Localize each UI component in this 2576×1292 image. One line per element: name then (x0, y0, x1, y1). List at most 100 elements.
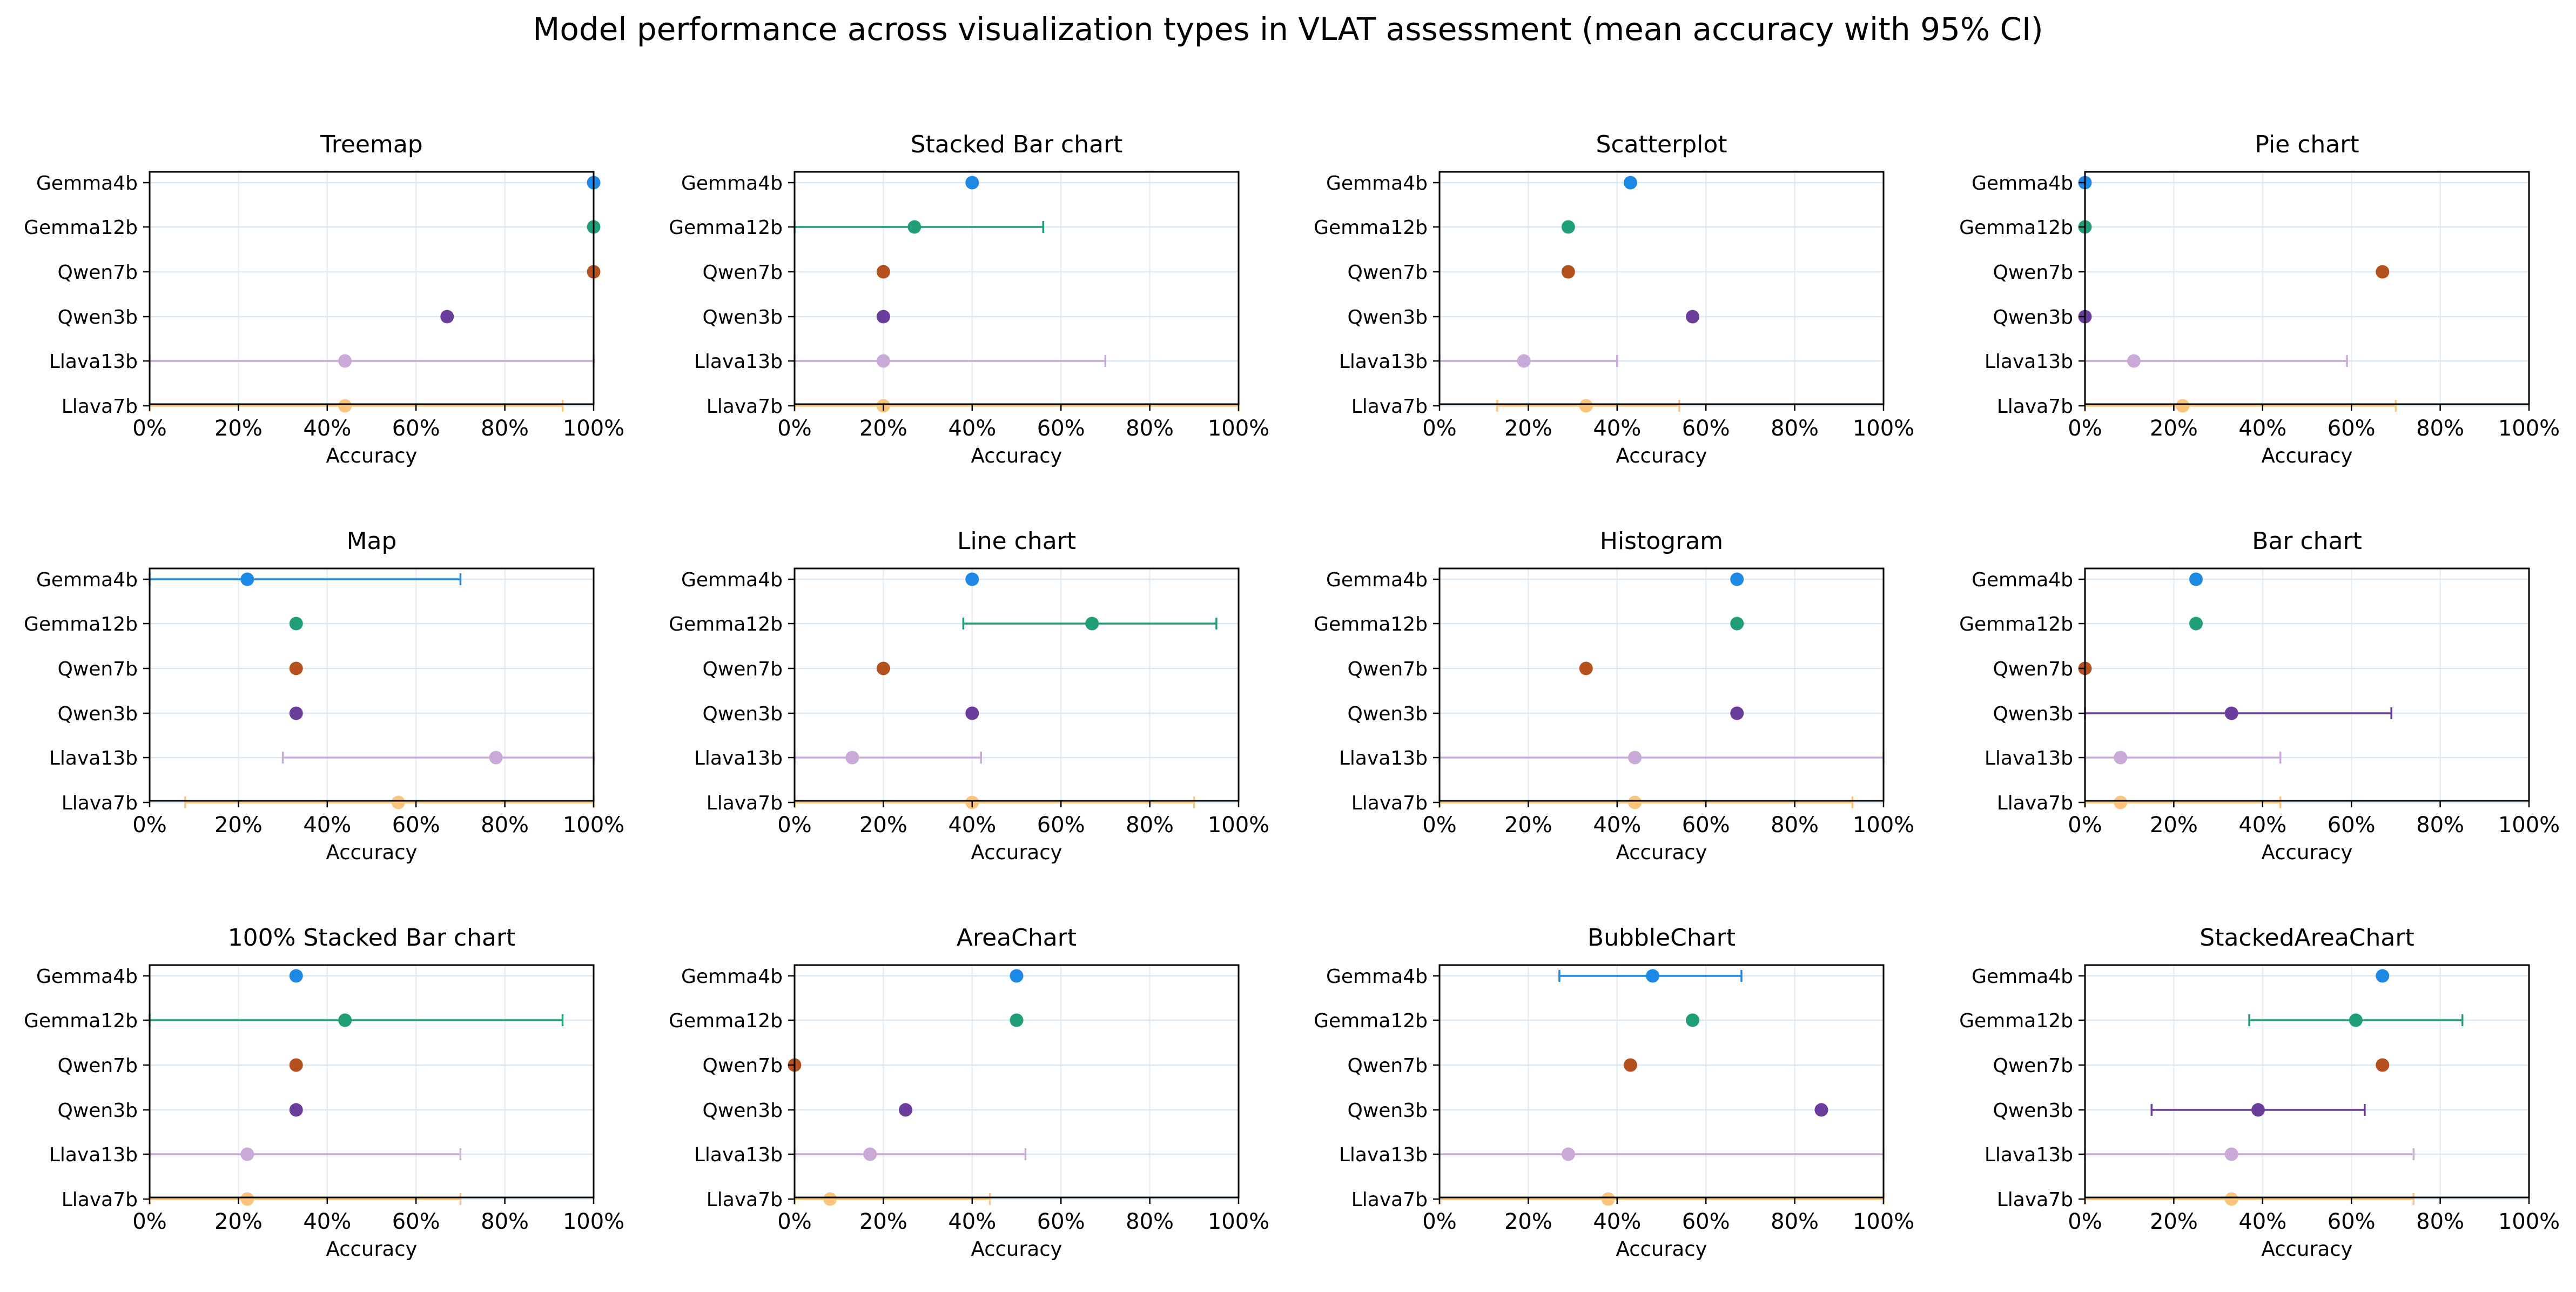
subplot-title: Stacked Bar chart (911, 131, 1123, 158)
x-tick-label: 100% (1853, 416, 1914, 441)
y-tick-label: Qwen3b (58, 306, 138, 329)
y-tick-label: Qwen7b (58, 1055, 138, 1077)
y-tick-label: Gemma12b (24, 217, 138, 239)
y-tick-label: Qwen3b (1993, 306, 2074, 329)
y-tick-label: Gemma12b (1314, 1010, 1428, 1032)
error-bar (149, 1193, 462, 1205)
error-bar (2084, 1148, 2415, 1160)
y-tick-label: Qwen7b (1348, 1055, 1428, 1077)
subplot-scatterplot: Scatterplot Gemma4b Gemma12b Qwen7b Qwen3b Ll… (1314, 131, 1914, 467)
data-point (2251, 1103, 2265, 1117)
data-point (240, 1147, 254, 1161)
axes-frame (149, 171, 595, 405)
y-tick-label: Gemma4b (681, 966, 783, 988)
x-axis-label: Accuracy (971, 444, 1062, 467)
x-tick-label: 80% (1771, 416, 1819, 441)
x-tick-label: 20% (2150, 1209, 2198, 1234)
data-point (391, 795, 405, 809)
y-tick-label: Gemma4b (681, 569, 783, 591)
x-tick-label: 20% (859, 1209, 907, 1234)
y-tick-label: Qwen3b (1348, 703, 1428, 725)
y-tick-label: Llava7b (62, 396, 138, 418)
data-point (289, 706, 303, 720)
x-tick-label: 60% (392, 813, 440, 838)
data-point (1010, 969, 1024, 983)
x-tick-label: 60% (1682, 416, 1730, 441)
data-point (1623, 176, 1637, 190)
data-point (965, 706, 979, 720)
data-point (1517, 354, 1531, 368)
y-tick-label: Qwen3b (703, 306, 783, 329)
y-tick-label: Gemma4b (36, 569, 138, 591)
x-tick-label: 100% (563, 1209, 624, 1234)
x-tick-label: 0% (1422, 1209, 1456, 1234)
x-tick-label: 60% (1037, 813, 1085, 838)
error-bar (2084, 400, 2397, 412)
x-tick-label: 20% (2150, 416, 2198, 441)
x-axis-label: Accuracy (326, 1237, 418, 1261)
y-tick-label: Qwen7b (703, 658, 783, 680)
error-bar (184, 796, 595, 808)
y-tick-label: Gemma4b (1326, 966, 1428, 988)
x-tick-label: 80% (2416, 1209, 2464, 1234)
x-tick-label: 40% (2238, 1209, 2286, 1234)
error-bar (793, 796, 1195, 808)
y-tick-label: Llava7b (707, 1189, 783, 1211)
data-point (1730, 572, 1744, 586)
axes-frame (793, 171, 1240, 405)
error-bar (1438, 1148, 1885, 1160)
y-tick-label: Llava7b (1997, 792, 2073, 814)
x-tick-label: 20% (2150, 813, 2198, 838)
y-tick-label: Llava13b (1985, 1144, 2073, 1166)
data-point (876, 354, 890, 368)
x-tick-label: 100% (1208, 813, 1269, 838)
x-tick-label: 60% (1037, 1209, 1085, 1234)
x-tick-label: 80% (1771, 813, 1819, 838)
error-bar (149, 1014, 564, 1026)
y-tick-label: Qwen7b (703, 262, 783, 284)
y-tick-label: Qwen3b (703, 1100, 783, 1122)
error-bar (793, 400, 1240, 412)
x-tick-label: 40% (1593, 416, 1641, 441)
x-tick-label: 40% (948, 813, 996, 838)
x-tick-label: 80% (1771, 1209, 1819, 1234)
y-tick-label: Gemma4b (1326, 569, 1428, 591)
x-tick-label: 100% (563, 813, 624, 838)
data-point (289, 661, 303, 675)
x-tick-label: 40% (1593, 1209, 1641, 1234)
data-point (1561, 220, 1575, 234)
y-tick-label: Qwen3b (58, 703, 138, 725)
y-tick-label: Llava7b (62, 792, 138, 814)
x-tick-label: 40% (948, 416, 996, 441)
y-tick-label: Qwen7b (1993, 658, 2074, 680)
data-point (289, 1058, 303, 1072)
data-point (2189, 617, 2203, 631)
data-point (1579, 661, 1593, 675)
subplot-title: Scatterplot (1596, 131, 1727, 158)
x-axis-label: Accuracy (1616, 841, 1707, 864)
subplot-stackedareachart: StackedAreaChart Gemma4b Gemma12b Qwen7b Qwe… (1959, 924, 2560, 1261)
subplot-100-stacked-bar-chart: 100% Stacked Bar chart Gemma4b Gemma12b Qwe… (24, 924, 624, 1261)
y-tick-label: Llava7b (1997, 396, 2073, 418)
y-tick-label: Gemma4b (36, 172, 138, 195)
y-tick-label: Gemma12b (1314, 613, 1428, 635)
subplot-bubblechart: BubbleChart Gemma4b Gemma12b Qwen7b Qwen3b Ll… (1314, 924, 1914, 1261)
subplot-title: Treemap (320, 131, 422, 158)
x-tick-label: 60% (1037, 416, 1085, 441)
error-bar (1438, 752, 1885, 764)
x-tick-label: 100% (2498, 813, 2560, 838)
x-tick-label: 60% (392, 416, 440, 441)
x-tick-label: 60% (1682, 1209, 1730, 1234)
y-tick-label: Gemma4b (1326, 172, 1428, 195)
data-point (1579, 399, 1593, 413)
axes-frame (1438, 171, 1885, 405)
y-tick-label: Gemma12b (669, 1010, 783, 1032)
subplot-title: AreaChart (957, 924, 1077, 952)
data-point (1628, 751, 1642, 765)
data-point (1623, 1058, 1637, 1072)
subplot-title: Bar chart (2252, 527, 2362, 555)
y-tick-label: Llava13b (1985, 351, 2073, 373)
x-axis-label: Accuracy (1616, 1237, 1707, 1261)
x-tick-label: 40% (303, 416, 351, 441)
y-tick-label: Gemma4b (36, 966, 138, 988)
